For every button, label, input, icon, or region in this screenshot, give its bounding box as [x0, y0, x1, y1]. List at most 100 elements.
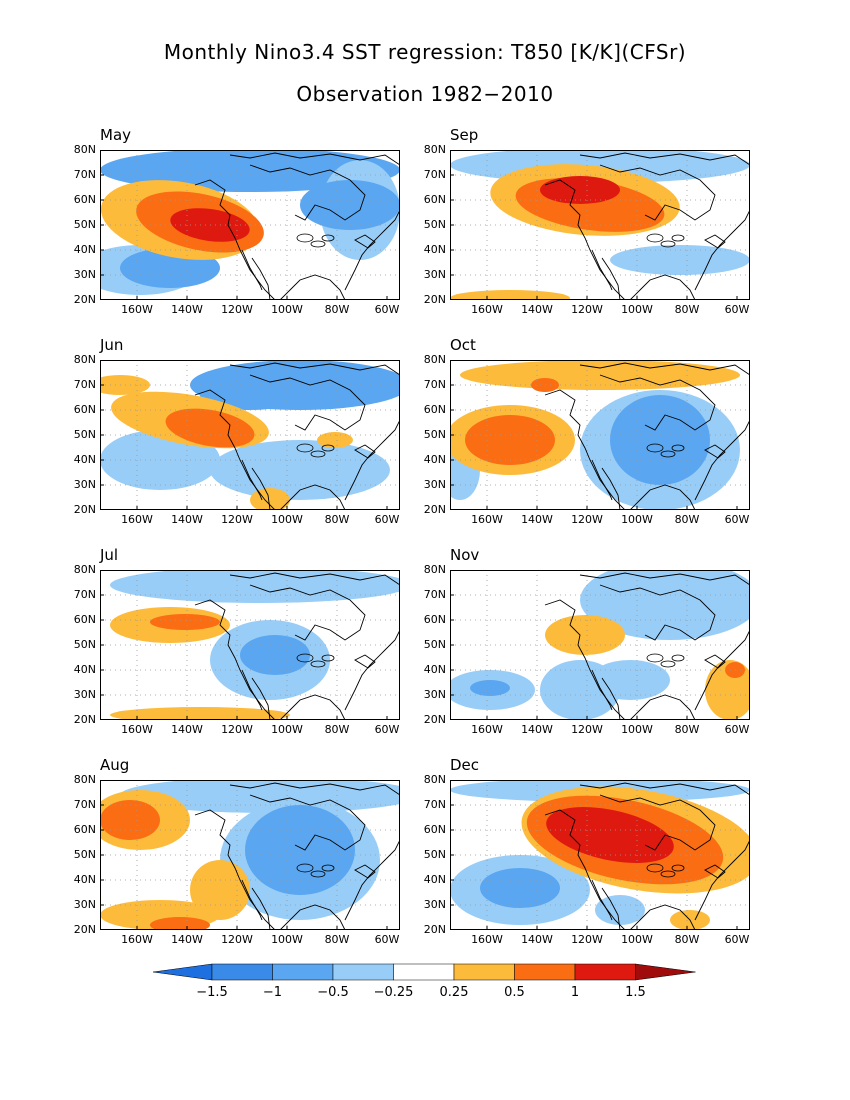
great-lake — [321, 234, 335, 242]
lat-tick-label: 20N — [423, 923, 446, 936]
anomaly-region — [240, 635, 310, 675]
lon-tick-label: 140W — [521, 513, 553, 526]
lat-tick-label: 40N — [73, 873, 96, 886]
great-lake — [671, 864, 685, 872]
coastline-baja — [591, 249, 621, 300]
lat-tick-label: 80N — [73, 773, 96, 786]
colorbar-swatch — [272, 963, 334, 981]
coastline-baja — [591, 669, 621, 720]
lon-tick-label: 160W — [471, 933, 503, 946]
lat-tick-label: 40N — [423, 453, 446, 466]
lat-tick-label: 30N — [73, 688, 96, 701]
lon-tick-label: 120W — [221, 303, 253, 316]
anomaly-region — [545, 615, 625, 655]
great-lake — [671, 444, 685, 452]
great-lake — [310, 450, 326, 458]
lon-tick-label: 120W — [221, 933, 253, 946]
coastline — [194, 782, 400, 930]
lon-tick-label: 80W — [324, 723, 350, 736]
panel-title-jul: Jul — [100, 546, 119, 564]
great-lake — [321, 654, 335, 662]
colorbar-tick-label: −1 — [262, 985, 283, 1000]
panel-title-nov: Nov — [450, 546, 480, 564]
anomaly-region — [580, 570, 750, 640]
lon-tick-label: 80W — [674, 933, 700, 946]
great-lake — [646, 653, 664, 663]
lat-tick-label: 80N — [423, 563, 446, 576]
colorbar — [152, 963, 696, 981]
lon-tick-label: 80W — [674, 303, 700, 316]
lat-tick-label: 70N — [73, 588, 96, 601]
lat-tick-label: 40N — [73, 453, 96, 466]
lat-tick-label: 40N — [423, 873, 446, 886]
lat-tick-label: 40N — [73, 243, 96, 256]
lon-tick-label: 100W — [621, 723, 653, 736]
figure-title: Monthly Nino3.4 SST regression: T850 [K/… — [163, 40, 687, 64]
colorbar-swatch — [514, 963, 576, 981]
coastline-baja — [591, 459, 621, 510]
lon-tick-label: 80W — [324, 303, 350, 316]
lon-tick-label: 80W — [674, 723, 700, 736]
map-panel-aug — [100, 780, 400, 930]
coastline — [194, 362, 400, 510]
lat-tick-label: 50N — [73, 428, 96, 441]
coastline — [544, 152, 750, 300]
lat-tick-label: 30N — [73, 268, 96, 281]
panel-title-oct: Oct — [450, 336, 476, 354]
lat-tick-label: 80N — [423, 143, 446, 156]
map-panel-nov — [450, 570, 750, 720]
anomaly-region — [546, 807, 674, 863]
lat-tick-label: 50N — [73, 218, 96, 231]
lat-tick-label: 70N — [73, 378, 96, 391]
lon-tick-label: 120W — [571, 303, 603, 316]
coastline — [544, 572, 750, 720]
anomaly-region — [470, 680, 510, 696]
lat-tick-label: 70N — [423, 168, 446, 181]
lon-tick-label: 160W — [121, 723, 153, 736]
lon-tick-label: 140W — [171, 303, 203, 316]
lat-tick-label: 40N — [73, 663, 96, 676]
coastline — [194, 572, 400, 720]
lat-tick-label: 60N — [73, 613, 96, 626]
lat-tick-label: 30N — [423, 478, 446, 491]
lat-tick-label: 70N — [73, 168, 96, 181]
lat-tick-label: 60N — [423, 823, 446, 836]
anomaly-region — [110, 707, 290, 720]
lon-tick-label: 100W — [271, 513, 303, 526]
lon-tick-label: 60W — [374, 933, 400, 946]
lat-tick-label: 20N — [73, 503, 96, 516]
lon-tick-label: 80W — [674, 513, 700, 526]
lat-tick-label: 70N — [73, 798, 96, 811]
lat-tick-label: 40N — [423, 663, 446, 676]
lat-tick-label: 20N — [423, 503, 446, 516]
lat-tick-label: 50N — [423, 428, 446, 441]
lat-tick-label: 70N — [423, 378, 446, 391]
map-panel-jul — [100, 570, 400, 720]
coastline-baja — [591, 879, 621, 930]
great-lake — [660, 450, 676, 458]
lon-tick-label: 140W — [171, 513, 203, 526]
coastline-baja — [241, 459, 271, 510]
colorbar-swatch — [574, 963, 636, 981]
figure-subtitle: Observation 1982−2010 — [296, 82, 554, 106]
panel-title-sep: Sep — [450, 126, 479, 144]
map-panel-jun — [100, 360, 400, 510]
lon-tick-label: 120W — [571, 933, 603, 946]
lon-tick-label: 160W — [471, 723, 503, 736]
lon-tick-label: 100W — [271, 933, 303, 946]
coastline-baja — [241, 249, 271, 300]
lon-tick-label: 160W — [471, 303, 503, 316]
colorbar-swatch — [453, 963, 515, 981]
lon-tick-label: 80W — [324, 933, 350, 946]
lat-tick-label: 80N — [423, 353, 446, 366]
anomaly-region — [610, 395, 710, 485]
anomaly-region — [165, 408, 255, 448]
lon-tick-label: 60W — [374, 303, 400, 316]
great-lake — [321, 444, 335, 452]
colorbar-swatch — [211, 963, 273, 981]
lat-tick-label: 80N — [73, 563, 96, 576]
great-lake — [310, 660, 326, 668]
great-lake — [660, 660, 676, 668]
lon-tick-label: 100W — [621, 933, 653, 946]
lon-tick-label: 100W — [271, 303, 303, 316]
